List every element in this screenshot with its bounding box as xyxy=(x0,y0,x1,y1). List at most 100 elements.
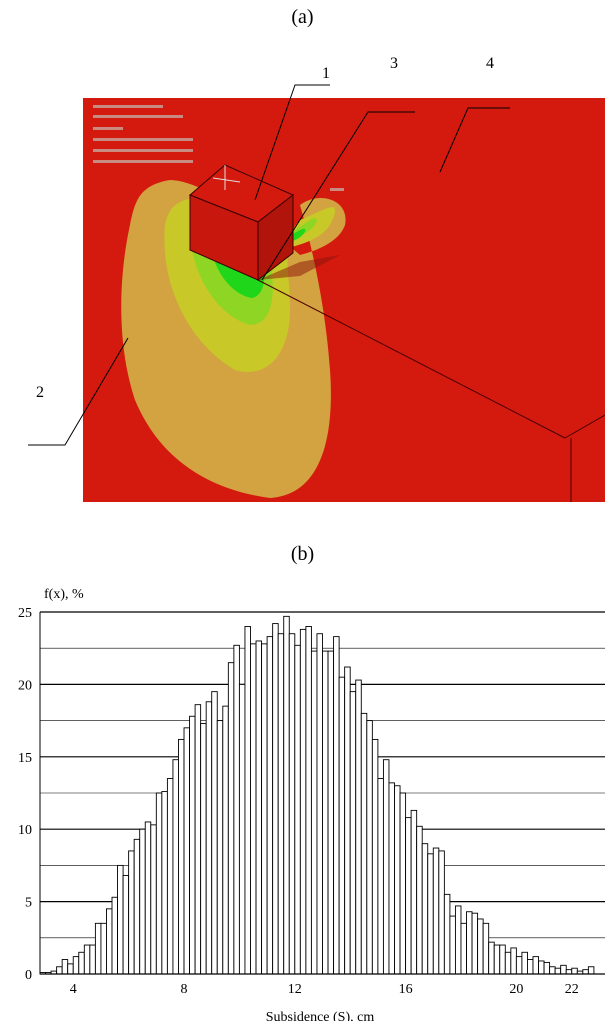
histogram-bar xyxy=(488,941,495,975)
histogram-bar xyxy=(250,643,257,975)
histogram-bar xyxy=(72,956,80,975)
callout-1-leader xyxy=(254,84,330,201)
y-tick-label: 0 xyxy=(25,968,32,983)
histogram-bar xyxy=(427,853,434,975)
histogram-bar xyxy=(205,701,213,975)
histogram-bar xyxy=(382,759,390,975)
callout-4-label: 4 xyxy=(486,55,494,72)
histogram-bar xyxy=(139,828,146,975)
y-tick-label: 5 xyxy=(25,896,32,911)
histogram-bar xyxy=(61,959,69,975)
histogram-bar xyxy=(521,951,528,975)
histogram-bar xyxy=(255,640,263,975)
histogram-bar xyxy=(416,825,423,975)
histogram-bar xyxy=(94,922,102,975)
histogram-bar xyxy=(582,969,589,975)
histogram-bar xyxy=(133,838,141,975)
histogram-bar xyxy=(532,956,539,975)
histogram-bar xyxy=(388,782,395,975)
histogram-bar xyxy=(67,963,74,975)
histogram-bar xyxy=(377,778,384,975)
histogram-bar xyxy=(327,650,335,975)
x-tick-label: 22 xyxy=(565,982,579,997)
histogram-bar xyxy=(283,615,290,975)
histogram-bar xyxy=(466,911,473,975)
histogram-bar xyxy=(432,847,440,975)
histogram-bar xyxy=(233,644,240,975)
histogram-bar xyxy=(294,644,301,975)
histogram-bar xyxy=(227,662,235,975)
histogram-bar xyxy=(421,843,429,975)
x-tick-label: 20 xyxy=(509,982,523,997)
y-tick-label: 20 xyxy=(18,678,32,693)
panel-b-caption: (b) xyxy=(290,543,315,565)
foundation-block xyxy=(189,164,294,282)
histogram-bar xyxy=(333,636,340,975)
legend-overlay-block xyxy=(93,105,344,191)
histogram-bar xyxy=(360,712,368,975)
panel-a-caption: (a) xyxy=(291,6,314,28)
histogram-bar xyxy=(349,691,357,975)
histogram-bar xyxy=(122,875,130,975)
histogram-bar xyxy=(554,967,562,975)
histogram-bar xyxy=(106,908,113,975)
axes: 0 5 10 15 20 25 4 8 12 16 20 22 xyxy=(18,606,605,997)
histogram-bar xyxy=(150,824,157,975)
histogram-bar xyxy=(477,918,484,975)
histogram-bar xyxy=(178,738,185,975)
subsidence-histogram: 0 5 10 15 20 25 4 8 12 16 20 22 f(x), % Subsidence … xyxy=(18,587,605,1021)
histogram-bar xyxy=(128,850,135,975)
histogram-bar xyxy=(277,633,285,975)
histogram-bar xyxy=(183,727,191,975)
histogram-bar xyxy=(56,966,63,975)
histogram-bar xyxy=(454,905,462,975)
histogram-bar xyxy=(543,961,551,975)
histogram-bar xyxy=(571,967,578,975)
histogram-bar xyxy=(100,922,107,975)
histogram-bar xyxy=(504,951,512,975)
y-tick-label: 10 xyxy=(18,823,32,838)
histogram-bar xyxy=(410,809,418,975)
y-tick-label: 15 xyxy=(18,751,32,766)
histogram-bar xyxy=(560,964,567,975)
histogram-bar xyxy=(189,715,196,975)
model-edge-shadow xyxy=(258,255,340,280)
x-axis-label: Subsidence (S), cm xyxy=(266,1010,375,1021)
histogram-bar xyxy=(310,650,318,975)
histogram-bar xyxy=(111,896,118,975)
histogram-bar xyxy=(299,628,307,975)
callout-2-leader xyxy=(28,337,129,446)
histogram-bar xyxy=(322,650,329,975)
histogram-bar xyxy=(366,720,373,975)
histogram-bar xyxy=(166,778,174,975)
histogram-bar xyxy=(89,944,96,975)
model-edge-line xyxy=(257,279,566,439)
histogram-bar xyxy=(78,951,85,975)
histogram-bar xyxy=(172,759,179,975)
histogram-bar xyxy=(460,922,467,975)
histogram-bar xyxy=(538,960,545,975)
histogram-bar xyxy=(438,850,445,975)
histogram-bar xyxy=(405,817,412,975)
histogram-bar xyxy=(144,821,152,975)
x-tick-label: 12 xyxy=(288,982,302,997)
histogram-bar xyxy=(305,626,312,975)
histogram-bar xyxy=(399,792,407,975)
histogram-bar xyxy=(266,636,274,975)
histogram-bar xyxy=(587,966,595,975)
x-tick-label: 4 xyxy=(70,982,77,997)
histogram-bar xyxy=(316,633,323,975)
histogram-bar xyxy=(482,922,490,975)
histogram-bar xyxy=(515,956,523,975)
histogram-bar xyxy=(344,666,351,975)
histogram-bar xyxy=(194,704,202,975)
histogram-bar xyxy=(222,705,229,975)
x-tick-label: 8 xyxy=(181,982,188,997)
histogram-bar xyxy=(355,679,362,975)
histogram-bar xyxy=(200,723,207,975)
histogram-bar xyxy=(216,720,224,975)
callout-3-leader xyxy=(261,111,415,281)
histogram-bar xyxy=(272,623,279,975)
histogram-bar xyxy=(394,785,401,975)
callout-3-label: 3 xyxy=(390,55,398,72)
